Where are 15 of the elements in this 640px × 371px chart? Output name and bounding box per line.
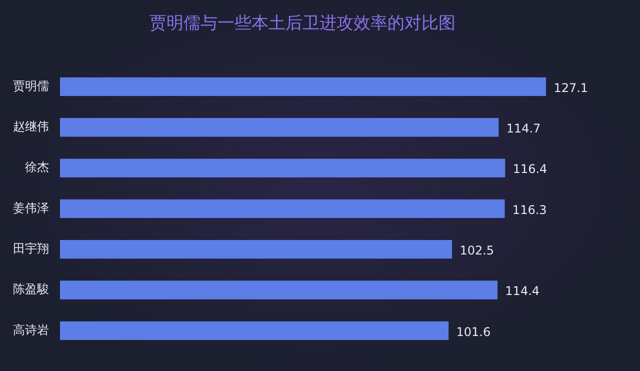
y-tick-label: 姜伟泽 [13,200,49,215]
y-tick-label: 高诗岩 [13,322,49,337]
data-label: 116.3 [512,202,547,217]
data-label: 114.4 [505,284,540,298]
chart-title: 贾明儒与一些本土后卫进攻效率的对比图 [150,14,456,34]
y-tick-label: 赵继伟 [13,120,49,134]
y-tick-label: 田宇翔 [13,241,49,256]
data-label: 101.6 [456,324,491,339]
data-label: 114.7 [506,122,541,136]
y-tick-label: 陈盈駿 [13,282,49,296]
y-tick-label: 徐杰 [25,160,49,174]
y-tick-label: 贾明儒 [13,78,49,93]
data-label: 102.5 [460,243,494,258]
data-label: 127.1 [554,80,588,95]
data-label: 116.4 [512,162,548,176]
